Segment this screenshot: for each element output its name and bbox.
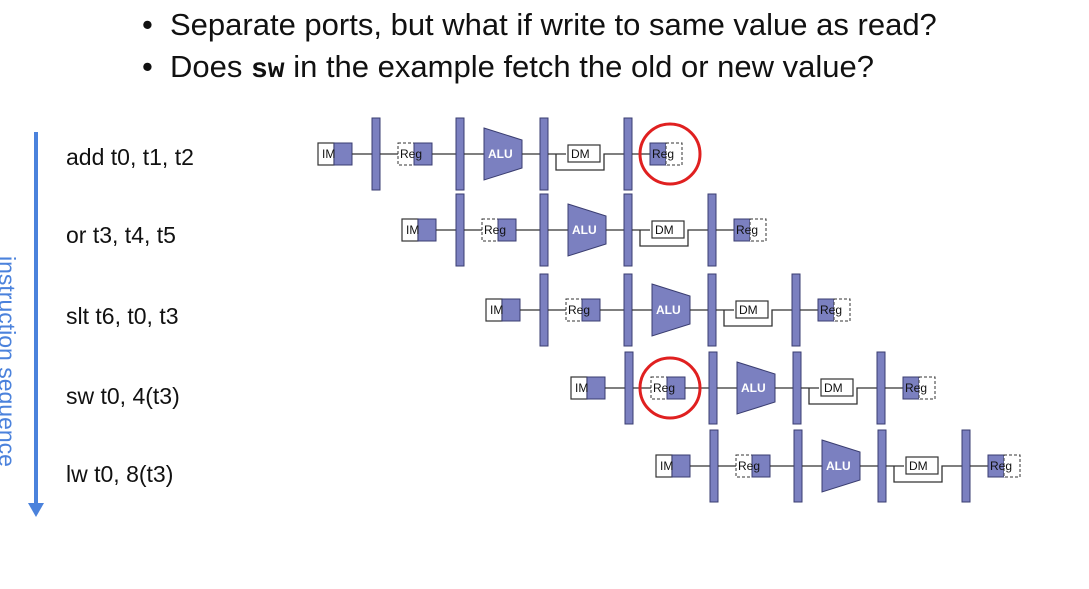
dm-label: DM [655,223,674,237]
pipeline-register [708,351,718,425]
pipeline-register [877,429,887,503]
pipeline-register [707,273,717,347]
reg-label: Reg [653,381,675,395]
pipeline-register [623,117,633,191]
pipeline-register [623,193,633,267]
pipeline-register [623,273,633,347]
pipeline-register [624,351,634,425]
highlight-circle [638,356,702,420]
dm-bypass-wire [555,153,624,171]
dm-box [820,378,854,397]
alu-shape [736,361,776,415]
dm-label: DM [824,381,843,395]
dm-bypass-wire [723,309,792,327]
bullet-text-post: in the example fetch the old or new valu… [284,49,874,84]
reg-label: Reg [400,147,422,161]
instruction-label: sw t0, 4(t3) [66,383,180,409]
sequence-arrow-head [28,503,44,517]
dm-bypass-wire [893,465,962,483]
alu-label: ALU [488,147,513,161]
dm-label: DM [739,303,758,317]
pipeline-row: IM Reg ALU DM Reg [401,193,767,267]
pipeline-register [455,193,465,267]
instruction-label: lw t0, 8(t3) [66,461,174,487]
pipeline-register [876,351,886,425]
pipeline-register [539,273,549,347]
bullet-text-pre: Does [170,49,251,84]
pipeline-register [791,273,801,347]
reg-label: Reg [820,303,842,317]
pipeline-row: IM Reg ALU DM Reg [570,351,936,425]
im-label: IM [322,147,335,161]
reg-write-right [1003,454,1021,478]
pipeline-register [961,429,971,503]
instruction-label: or t3, t4, t5 [66,222,176,248]
dm-box [651,220,685,239]
reg-label: Reg [736,223,758,237]
highlight-circle [638,122,702,186]
alu-shape [483,127,523,181]
im-block [417,218,437,242]
im-block [671,454,691,478]
dm-bypass-wire [639,229,708,247]
reg-write-right [749,218,767,242]
dm-box [735,300,769,319]
reg-write-right [665,142,683,166]
reg-label: Reg [652,147,674,161]
pipeline-register [455,117,465,191]
reg-label: Reg [484,223,506,237]
alu-label: ALU [826,459,851,473]
bullet-list: Separate ports, but what if write to sam… [140,4,937,92]
reg-write-right [918,376,936,400]
pipeline-register [371,117,381,191]
im-block [501,298,521,322]
instruction-label: slt t6, t0, t3 [66,303,179,329]
pipeline-register [707,193,717,267]
pipeline-row: IM Reg ALU DM Reg [317,117,702,191]
im-label: IM [575,381,588,395]
bullet-item: Does sw in the example fetch the old or … [140,46,937,92]
im-block [333,142,353,166]
pipeline-register [709,429,719,503]
pipeline-row: IM Reg ALU DM Reg [655,429,1021,503]
reg-label: Reg [568,303,590,317]
dm-label: DM [571,147,590,161]
im-label: IM [660,459,673,473]
bullet-code: sw [250,55,285,86]
pipeline-register [793,429,803,503]
reg-write-right [833,298,851,322]
reg-label: Reg [990,459,1012,473]
bullet-text: Separate ports, but what if write to sam… [170,7,937,42]
bullet-item: Separate ports, but what if write to sam… [140,4,937,46]
dm-box [567,144,601,163]
alu-shape [567,203,607,257]
pipeline-register [539,193,549,267]
im-label: IM [406,223,419,237]
instruction-label: add t0, t1, t2 [66,144,194,170]
alu-shape [821,439,861,493]
pipeline-register [792,351,802,425]
im-label: IM [490,303,503,317]
alu-label: ALU [572,223,597,237]
dm-label: DM [909,459,928,473]
alu-label: ALU [656,303,681,317]
dm-bypass-wire [808,387,877,405]
alu-label: ALU [741,381,766,395]
pipeline-row: IM Reg ALU DM Reg [485,273,851,347]
pipeline-register [539,117,549,191]
sequence-label: instruction sequence [0,256,20,467]
im-block [586,376,606,400]
reg-label: Reg [738,459,760,473]
alu-shape [651,283,691,337]
sequence-arrow-shaft [34,132,38,504]
dm-box [905,456,939,475]
reg-label: Reg [905,381,927,395]
